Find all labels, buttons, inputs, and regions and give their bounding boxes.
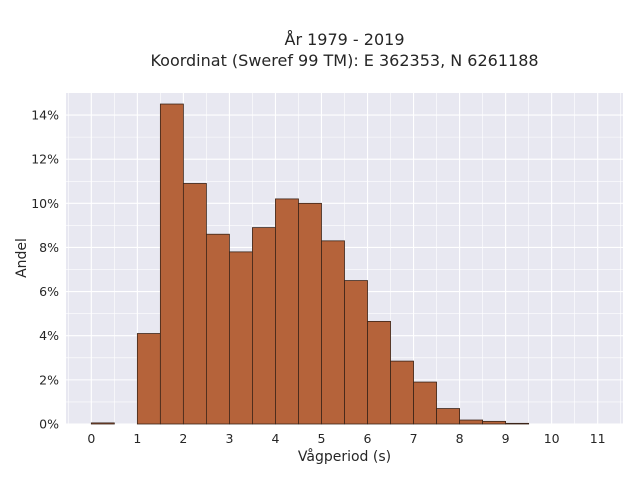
y-axis-label: Andel xyxy=(14,238,30,278)
x-tick-labels: 0 1 2 3 4 5 6 7 8 9 10 11 xyxy=(87,431,605,446)
y-tick-label: 8% xyxy=(39,240,59,255)
x-tick-label: 9 xyxy=(502,431,510,446)
histogram-bar xyxy=(344,280,368,425)
x-tick-label: 5 xyxy=(318,431,326,446)
y-tick-label: 14% xyxy=(31,108,59,123)
x-tick-label: 7 xyxy=(410,431,418,446)
y-tick-labels: 0% 2% 4% 6% 8% 10% 12% 14% xyxy=(31,108,59,432)
x-tick-label: 4 xyxy=(271,431,279,446)
histogram-bar xyxy=(321,240,345,425)
y-tick-label: 2% xyxy=(39,372,59,387)
x-tick-label: 0 xyxy=(87,431,95,446)
x-axis-label: Vågperiod (s) xyxy=(298,448,391,465)
x-tick-label: 10 xyxy=(544,431,560,446)
histogram-bar xyxy=(136,333,161,425)
histogram-bar xyxy=(182,183,207,425)
histogram-bar xyxy=(229,251,253,425)
y-tick-label: 12% xyxy=(31,152,59,167)
x-tick-label: 11 xyxy=(590,431,606,446)
x-tick-label: 1 xyxy=(133,431,141,446)
x-tick-label: 3 xyxy=(225,431,233,446)
y-tick-label: 4% xyxy=(39,328,59,343)
chart-title-line-2: Koordinat (Sweref 99 TM): E 362353, N 62… xyxy=(150,51,538,70)
histogram-bar xyxy=(459,419,483,425)
x-tick-label: 6 xyxy=(364,431,372,446)
histogram-bar xyxy=(482,420,507,425)
histogram-bar xyxy=(252,227,276,425)
histogram-bar xyxy=(298,202,322,425)
histogram-bar xyxy=(90,422,115,425)
histogram-bar xyxy=(390,360,414,425)
histogram-bar xyxy=(367,320,391,425)
chart-title-line-1: År 1979 - 2019 xyxy=(285,30,405,49)
y-tick-label: 6% xyxy=(39,284,59,299)
y-tick-label: 10% xyxy=(31,196,59,211)
histogram-bar xyxy=(159,103,184,425)
bars xyxy=(90,103,530,425)
histogram-bar xyxy=(206,233,230,425)
x-tick-label: 2 xyxy=(179,431,187,446)
x-tick-label: 8 xyxy=(456,431,464,446)
histogram-bar xyxy=(436,408,460,425)
histogram-bar xyxy=(413,381,437,425)
y-tick-label: 0% xyxy=(39,417,59,432)
histogram-bar xyxy=(275,198,299,425)
histogram-bar xyxy=(505,422,530,425)
